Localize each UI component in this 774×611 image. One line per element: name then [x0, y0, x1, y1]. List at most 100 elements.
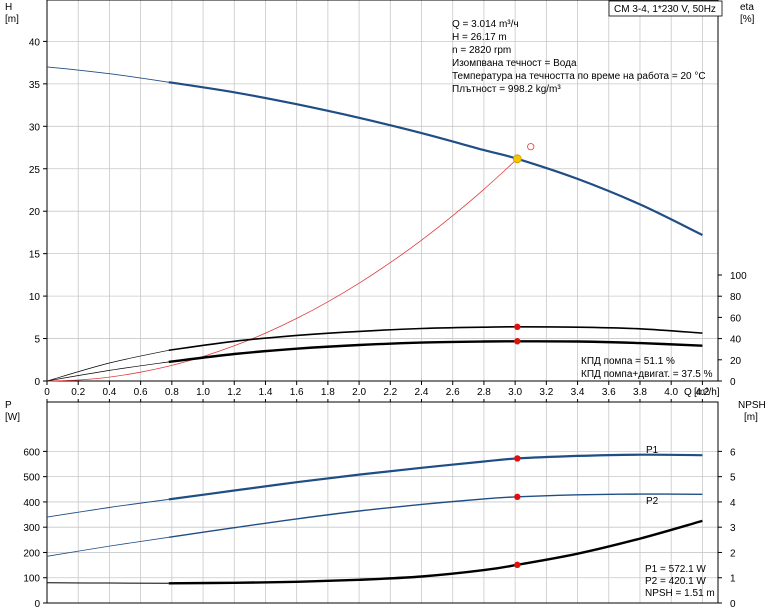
- p1-curve: [168, 453, 703, 501]
- x-tick-label: 2.8: [477, 387, 491, 398]
- left-tick-label: 400: [23, 498, 40, 509]
- left-tick-label: 40: [29, 37, 41, 48]
- x-tick-label: 3.4: [571, 387, 585, 398]
- efficiency-marker: [514, 323, 521, 331]
- right-tick-label: 1: [730, 574, 736, 585]
- left-axis-unit: [m]: [5, 14, 19, 25]
- p2-curve: [168, 493, 703, 538]
- x-tick-label: 2.4: [415, 387, 429, 398]
- x-tick-label: 4.2: [695, 387, 709, 398]
- npsh-curve: [168, 519, 703, 585]
- title-box-text: CM 3-4, 1*230 V, 50Hz: [614, 4, 716, 15]
- x-tick-label: 1.8: [321, 387, 335, 398]
- left-tick-label: 500: [23, 473, 40, 484]
- right-axis-label: NPSH: [738, 400, 766, 411]
- eta-pump-extension: [46, 349, 169, 382]
- head-curve: [168, 81, 703, 236]
- right-axis-unit: [m]: [744, 412, 758, 423]
- system-curve: [46, 158, 518, 382]
- left-tick-label: 30: [29, 122, 41, 133]
- left-tick-label: 600: [23, 447, 40, 458]
- x-axis-label: Q: [684, 387, 692, 398]
- x-tick-label: 0.2: [71, 387, 85, 398]
- power-marker: [514, 455, 521, 462]
- right-tick-label: 0: [730, 377, 736, 388]
- p1-extension: [46, 498, 169, 518]
- x-tick-label: 3.8: [633, 387, 647, 398]
- x-tick-label: 1.2: [227, 387, 241, 398]
- x-axis-unit: [m³/h]: [694, 387, 720, 398]
- right-tick-label: 60: [730, 313, 742, 324]
- p2-series-label: P2: [646, 496, 659, 507]
- duty-point-marker: [512, 154, 522, 164]
- left-tick-label: 15: [29, 250, 41, 261]
- x-tick-label: 3.0: [508, 387, 522, 398]
- right-tick-label: 20: [730, 356, 742, 367]
- open-point-marker: [527, 143, 535, 151]
- left-tick-label: 5: [34, 335, 40, 346]
- power-marker: [514, 561, 521, 569]
- left-axis-label: P: [5, 400, 12, 411]
- x-tick-label: 2.0: [352, 387, 366, 398]
- x-tick-label: 4.0: [664, 387, 678, 398]
- right-tick-label: 6: [730, 447, 736, 458]
- x-tick-label: 1.6: [290, 387, 304, 398]
- top-grid: [46, 0, 718, 381]
- x-tick-label: 2.6: [446, 387, 460, 398]
- eta-pump-curve: [168, 326, 703, 352]
- left-tick-label: 100: [23, 574, 40, 585]
- x-tick-label: 0.8: [165, 387, 179, 398]
- p1-series-label: P1: [646, 445, 659, 456]
- left-tick-label: 0: [34, 599, 40, 610]
- x-tick-label: 3.2: [539, 387, 553, 398]
- efficiency-marker: [514, 338, 521, 345]
- left-axis-label: H: [5, 2, 12, 13]
- x-tick-label: 2.2: [383, 387, 397, 398]
- power-info-line: P1 = 572.1 W: [645, 564, 706, 575]
- x-tick-label: 0.6: [134, 387, 148, 398]
- power-info-line: P2 = 420.1 W: [645, 576, 706, 587]
- performance-panel: H[m] 0 5 10 15 20 25 30 35 40 eta[%] 0 20 40 60 80 100 0 0…: [5, 0, 755, 398]
- eta-total-extension: [46, 361, 169, 382]
- p2-extension: [46, 536, 169, 557]
- power-panel: P[W] 0 100 200 300 400 500 600 NPSH[m] 0 1 2 3 4 5 6 P1 P…: [5, 399, 766, 610]
- left-tick-label: 300: [23, 523, 40, 534]
- right-tick-label: 3: [730, 523, 736, 534]
- left-tick-label: 25: [29, 165, 41, 176]
- right-tick-label: 2: [730, 548, 736, 559]
- info-line: Температура на течността по време на раб…: [452, 70, 706, 82]
- power-marker: [514, 493, 521, 501]
- info-line: H = 26.17 m: [452, 32, 507, 43]
- info-line: Изомпвана течност = Вода: [452, 58, 577, 69]
- right-axis-unit: [%]: [740, 14, 755, 25]
- right-tick-label: 80: [730, 292, 742, 303]
- left-tick-label: 200: [23, 548, 40, 559]
- left-tick-label: 10: [29, 292, 41, 303]
- right-tick-label: 0: [730, 599, 736, 610]
- x-tick-label: 1.4: [259, 387, 273, 398]
- info-line: Плътност = 998.2 kg/m³: [452, 84, 561, 95]
- bottom-frame: [46, 401, 719, 604]
- info-line: Q = 3.014 m³/ч: [452, 19, 519, 30]
- x-tick-label: 3.6: [602, 387, 616, 398]
- right-tick-label: 4: [730, 498, 736, 509]
- info-line: n = 2820 rpm: [452, 45, 511, 56]
- right-tick-label: 40: [730, 335, 742, 346]
- power-info-line: NPSH = 1.51 m: [645, 588, 715, 599]
- title-box-border: [608, 0, 723, 17]
- efficiency-line: КПД помпа = 51.1 %: [581, 356, 675, 367]
- eta-total-curve: [168, 340, 703, 364]
- left-axis-unit: [W]: [5, 412, 20, 423]
- head-extension: [46, 66, 169, 83]
- left-tick-label: 0: [34, 377, 40, 388]
- left-tick-label: 20: [29, 207, 41, 218]
- title-box: CM 3-4, 1*230 V, 50Hz: [608, 0, 723, 17]
- left-tick-label: 35: [29, 80, 41, 91]
- right-axis-label: eta: [740, 2, 754, 13]
- right-tick-label: 100: [730, 271, 747, 282]
- right-tick-label: 5: [730, 473, 736, 484]
- top-frame: [46, 0, 719, 382]
- x-tick-label: 1.0: [196, 387, 210, 398]
- x-tick-label: 0.4: [102, 387, 116, 398]
